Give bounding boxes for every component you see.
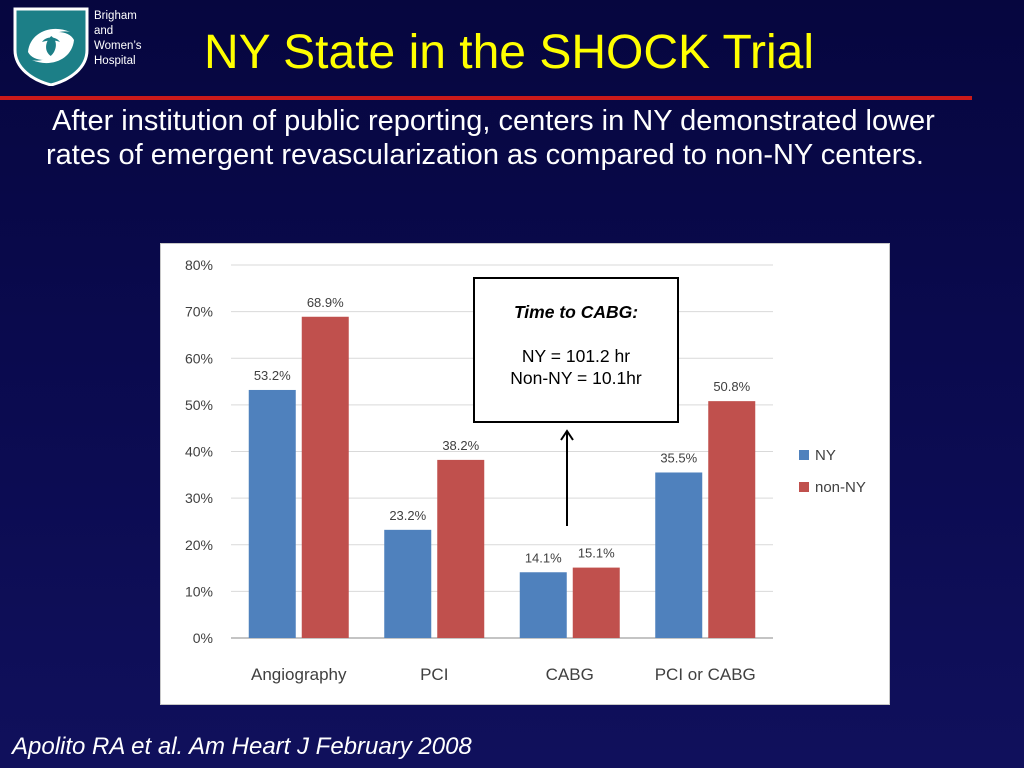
bar-chart-svg: 0% 10% 20% 30% 40% 50% 60% 70% 80% 53.2% 68.9% Angi… bbox=[185, 257, 866, 684]
x-category-label: Angiography bbox=[251, 665, 347, 684]
legend-swatch bbox=[799, 450, 809, 460]
y-tick-label: 10% bbox=[185, 583, 213, 599]
bar-ny bbox=[655, 472, 703, 638]
y-tick-label: 70% bbox=[185, 304, 213, 320]
callout-line-non-ny: Non-NY = 10.1hr bbox=[510, 368, 642, 388]
hospital-name-line: Brigham bbox=[94, 10, 137, 22]
hospital-name-line: Hospital bbox=[94, 55, 136, 67]
y-tick-label: 20% bbox=[185, 537, 213, 553]
bar-non-ny bbox=[301, 316, 349, 638]
data-label: 50.8% bbox=[713, 379, 750, 394]
data-label: 14.1% bbox=[525, 550, 562, 565]
y-tick-label: 0% bbox=[193, 630, 213, 646]
callout-line-ny: NY = 101.2 hr bbox=[521, 346, 631, 366]
hospital-name: Brigham and Women’s Hospital bbox=[94, 9, 164, 69]
legend-label: NY bbox=[815, 447, 836, 464]
legend-label: non-NY bbox=[815, 479, 866, 496]
y-tick-label: 80% bbox=[185, 257, 213, 273]
bar-non-ny bbox=[708, 401, 756, 638]
y-tick-label: 60% bbox=[185, 350, 213, 366]
data-label: 38.2% bbox=[442, 438, 479, 453]
arrow-head-icon bbox=[560, 429, 574, 441]
data-label: 35.5% bbox=[660, 450, 697, 465]
bar-chart: 0% 10% 20% 30% 40% 50% 60% 70% 80% 53.2% 68.9% Angi… bbox=[160, 243, 890, 705]
hospital-name-line: and bbox=[94, 25, 114, 37]
bar-non-ny bbox=[437, 459, 485, 638]
y-tick-label: 40% bbox=[185, 444, 213, 460]
y-tick-label: 30% bbox=[185, 490, 213, 506]
y-tick-label: 50% bbox=[185, 397, 213, 413]
bar-ny bbox=[384, 529, 432, 638]
bar-ny bbox=[519, 572, 567, 638]
hospital-shield-logo-icon bbox=[13, 7, 89, 86]
callout-box: Time to CABG: NY = 101.2 hr Non-NY = 10.… bbox=[473, 277, 679, 423]
x-category-label: PCI bbox=[420, 665, 448, 684]
hospital-name-line: Women’s bbox=[94, 40, 142, 52]
bar-ny bbox=[248, 389, 296, 638]
title-divider bbox=[0, 96, 972, 100]
bar-non-ny bbox=[572, 567, 620, 638]
x-category-label: PCI or CABG bbox=[655, 665, 756, 684]
data-label: 15.1% bbox=[578, 546, 615, 561]
slide-title: NY State in the SHOCK Trial bbox=[204, 26, 815, 79]
data-label: 53.2% bbox=[254, 368, 291, 383]
callout-title: Time to CABG: bbox=[513, 302, 639, 322]
data-label: 68.9% bbox=[307, 295, 344, 310]
x-category-label: CABG bbox=[546, 665, 594, 684]
body-text: After institution of public reporting, c… bbox=[46, 105, 935, 171]
data-label: 23.2% bbox=[389, 508, 426, 523]
citation: Apolito RA et al. Am Heart J February 20… bbox=[12, 733, 472, 760]
legend-swatch bbox=[799, 482, 809, 492]
